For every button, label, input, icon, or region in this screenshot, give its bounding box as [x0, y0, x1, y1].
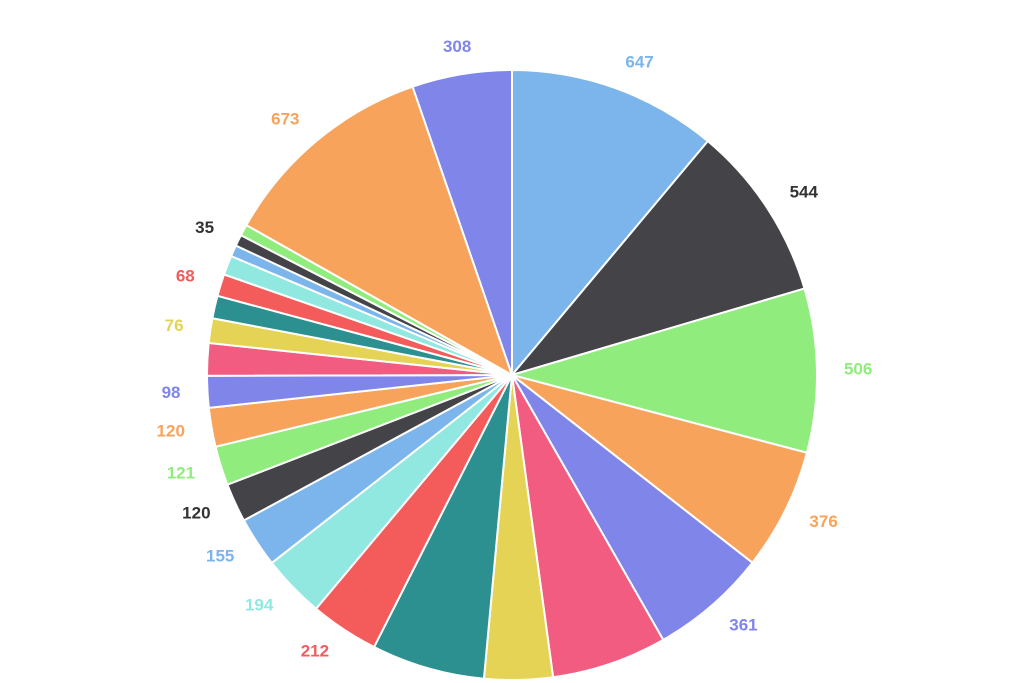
- data-label: 120: [157, 422, 185, 441]
- data-label: 647: [625, 52, 653, 71]
- data-label: 98: [162, 383, 181, 402]
- data-label: 76: [165, 316, 184, 335]
- pie-slice: [511, 374, 665, 679]
- data-label: 155: [206, 547, 234, 566]
- data-label: 120: [182, 504, 210, 523]
- data-label: 35: [195, 218, 214, 237]
- data-label: 68: [176, 267, 195, 286]
- data-label: 506: [844, 360, 872, 379]
- pie-slice: [511, 68, 710, 378]
- data-label: 361: [729, 616, 757, 635]
- pie-slice: [508, 287, 818, 454]
- pie-slice: [511, 374, 754, 642]
- data-label: 194: [245, 595, 274, 614]
- pie-slice: [511, 374, 809, 565]
- data-label: 212: [301, 642, 329, 661]
- data-label: 376: [809, 512, 837, 531]
- pie-slice: [411, 68, 513, 376]
- pie-slice: [509, 139, 806, 377]
- data-label: 673: [271, 109, 299, 128]
- data-label: 544: [790, 182, 819, 201]
- data-label: 121: [167, 463, 195, 482]
- data-label: 308: [443, 37, 471, 56]
- pie-slice: [245, 85, 514, 378]
